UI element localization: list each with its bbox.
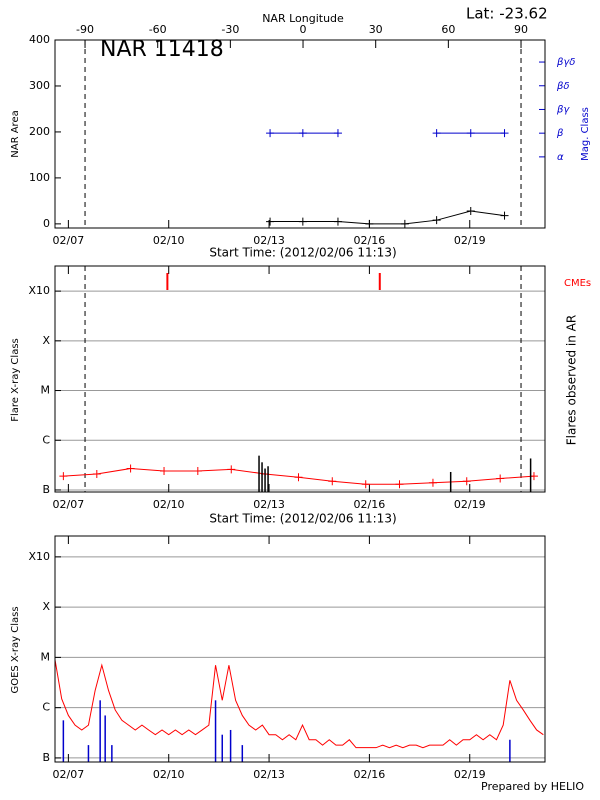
x2-tick-label: 90: [514, 23, 528, 36]
x-label: Start Time: (2012/02/06 11:13): [209, 512, 396, 526]
marker: [333, 217, 342, 226]
y-tick-label: B: [42, 751, 50, 764]
series-line: [54, 659, 544, 749]
y2-tick-label: β: [556, 128, 564, 139]
x-tick-label: 02/07: [53, 768, 85, 781]
marker: [59, 472, 68, 481]
x-tick-label: 02/16: [354, 768, 386, 781]
y-tick-label: 400: [29, 33, 50, 46]
y-label: GOES X-ray Class: [10, 606, 21, 693]
y-tick-label: 200: [29, 125, 50, 138]
x2-label: NAR Longitude: [262, 12, 344, 25]
marker: [126, 464, 135, 473]
marker: [92, 469, 101, 478]
x-tick-label: 02/07: [53, 498, 85, 511]
y-tick-label: X: [42, 600, 50, 613]
plot-frame: [54, 265, 546, 493]
marker: [432, 129, 441, 138]
plot-frame: [54, 39, 546, 229]
x-tick-label: 02/10: [153, 768, 185, 781]
marker: [227, 465, 236, 474]
y-tick-label: 0: [43, 217, 50, 230]
y-label: Flare X-ray Class: [10, 338, 21, 422]
marker: [400, 219, 409, 228]
y-tick-label: C: [42, 701, 50, 714]
x-tick-label: 02/13: [253, 498, 285, 511]
series-line: [270, 210, 505, 225]
marker: [496, 474, 505, 483]
marker: [432, 216, 441, 225]
marker: [333, 129, 342, 138]
x-tick-label: 02/13: [253, 768, 285, 781]
plot-frame: [54, 535, 546, 763]
marker: [395, 480, 404, 489]
marker: [193, 467, 202, 476]
y2-tick-label: βγδ: [556, 57, 575, 68]
marker: [361, 480, 370, 489]
latitude: Lat: -23.62: [466, 5, 548, 23]
marker: [328, 477, 337, 486]
x2-tick-label: 60: [441, 23, 455, 36]
y2-tick-label: α: [557, 152, 564, 163]
y2-tick-label: βδ: [556, 81, 570, 92]
marker: [500, 211, 509, 220]
x2-tick-label: -90: [76, 23, 94, 36]
x-tick-label: 02/16: [354, 498, 386, 511]
x-tick-label: 02/07: [53, 234, 85, 247]
x2-tick-label: -60: [149, 23, 167, 36]
y-tick-label: X10: [28, 550, 50, 563]
cme-label: CMEs: [564, 278, 591, 289]
marker: [160, 467, 169, 476]
chart-title: NAR 11418: [100, 37, 224, 62]
footer: Prepared by HELIO: [481, 780, 584, 793]
marker: [466, 129, 475, 138]
y-tick-label: X: [42, 334, 50, 347]
x-tick-label: 02/16: [354, 234, 386, 247]
x-tick-label: 02/19: [454, 234, 486, 247]
x-tick-label: 02/19: [454, 768, 486, 781]
y-tick-label: 300: [29, 79, 50, 92]
y2-label: Mag. Class: [580, 107, 591, 161]
marker: [500, 129, 509, 138]
marker: [266, 129, 275, 138]
marker: [462, 477, 471, 486]
marker: [298, 217, 307, 226]
marker: [365, 219, 374, 228]
x2-tick-label: -30: [221, 23, 239, 36]
x2-tick-label: 30: [369, 23, 383, 36]
x-tick-label: 02/13: [253, 234, 285, 247]
x-tick-label: 02/10: [153, 234, 185, 247]
marker: [466, 206, 475, 215]
x-tick-label: 02/10: [153, 498, 185, 511]
marker: [428, 478, 437, 487]
y2-label: Flares observed in AR: [565, 315, 579, 445]
y2-tick-label: βγ: [556, 104, 570, 115]
marker: [294, 473, 303, 482]
y-tick-label: X10: [28, 284, 50, 297]
y-tick-label: M: [41, 384, 51, 397]
marker: [266, 217, 275, 226]
x-tick-label: 02/19: [454, 498, 486, 511]
y-tick-label: M: [41, 650, 51, 663]
y-label: NAR Area: [10, 110, 21, 157]
marker: [298, 129, 307, 138]
y-tick-label: C: [42, 433, 50, 446]
y-tick-label: 100: [29, 171, 50, 184]
x2-tick-label: 0: [300, 23, 307, 36]
y-tick-label: B: [42, 483, 50, 496]
x-label: Start Time: (2012/02/06 11:13): [209, 246, 396, 260]
